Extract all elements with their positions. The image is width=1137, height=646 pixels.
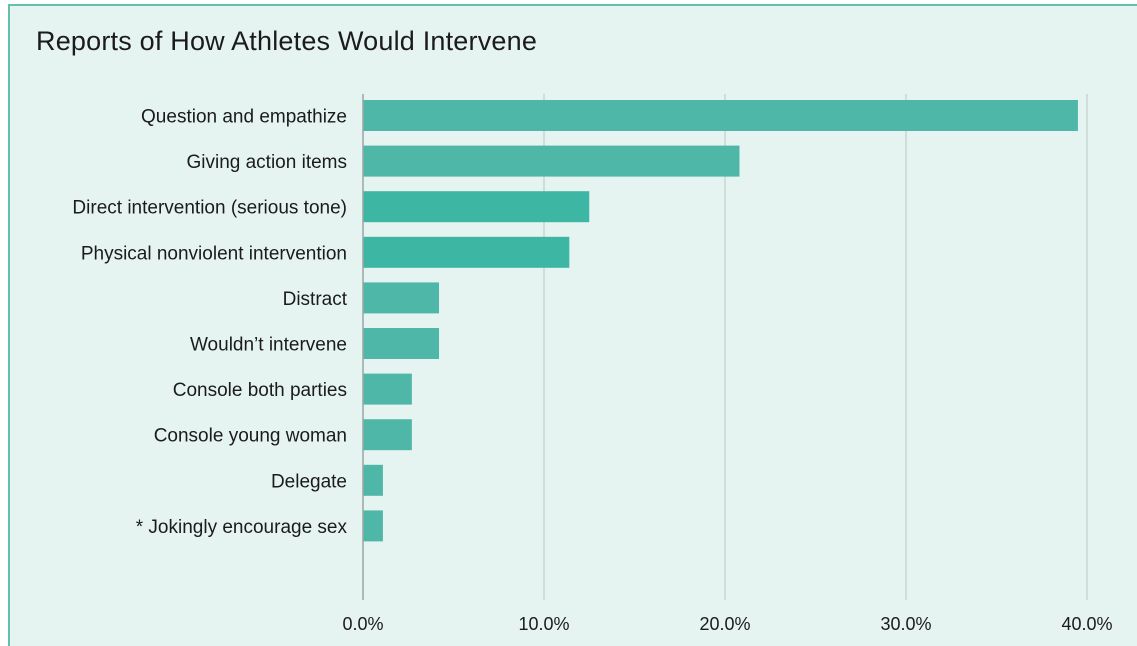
- category-label: Wouldn’t intervene: [190, 335, 347, 356]
- bar: [363, 373, 412, 405]
- category-label: Console young woman: [154, 426, 347, 447]
- bar: [363, 191, 590, 223]
- category-label: Delegate: [271, 471, 347, 492]
- bars: [363, 100, 1078, 542]
- bar: [363, 145, 740, 177]
- category-labels: Question and empathize Giving action item…: [72, 107, 347, 538]
- category-label: Physical nonviolent intervention: [81, 243, 347, 264]
- bar: [363, 328, 440, 359]
- bar: [363, 419, 412, 451]
- tick-labels: 0.0% 10.0% 20.0% 30.0% 40.0%: [342, 614, 1112, 634]
- bar: [363, 464, 383, 496]
- category-label: Console both parties: [173, 380, 347, 401]
- bar: [363, 236, 570, 268]
- x-tick-label: 10.0%: [518, 614, 569, 634]
- bar: [363, 282, 440, 314]
- gridlines: [543, 94, 1088, 600]
- x-tick-label: 20.0%: [699, 614, 750, 634]
- bar: [363, 100, 1078, 131]
- category-label: * Jokingly encourage sex: [136, 517, 348, 538]
- category-label: Question and empathize: [141, 107, 347, 128]
- bar: [363, 510, 383, 542]
- x-tick-label: 0.0%: [342, 614, 383, 634]
- category-label: Direct intervention (serious tone): [72, 198, 347, 219]
- category-label: Giving action items: [186, 152, 347, 173]
- chart-title: Reports of How Athletes Would Intervene: [36, 26, 538, 56]
- category-label: Distract: [283, 289, 348, 310]
- x-tick-label: 30.0%: [880, 614, 931, 634]
- x-tick-label: 40.0%: [1061, 614, 1112, 634]
